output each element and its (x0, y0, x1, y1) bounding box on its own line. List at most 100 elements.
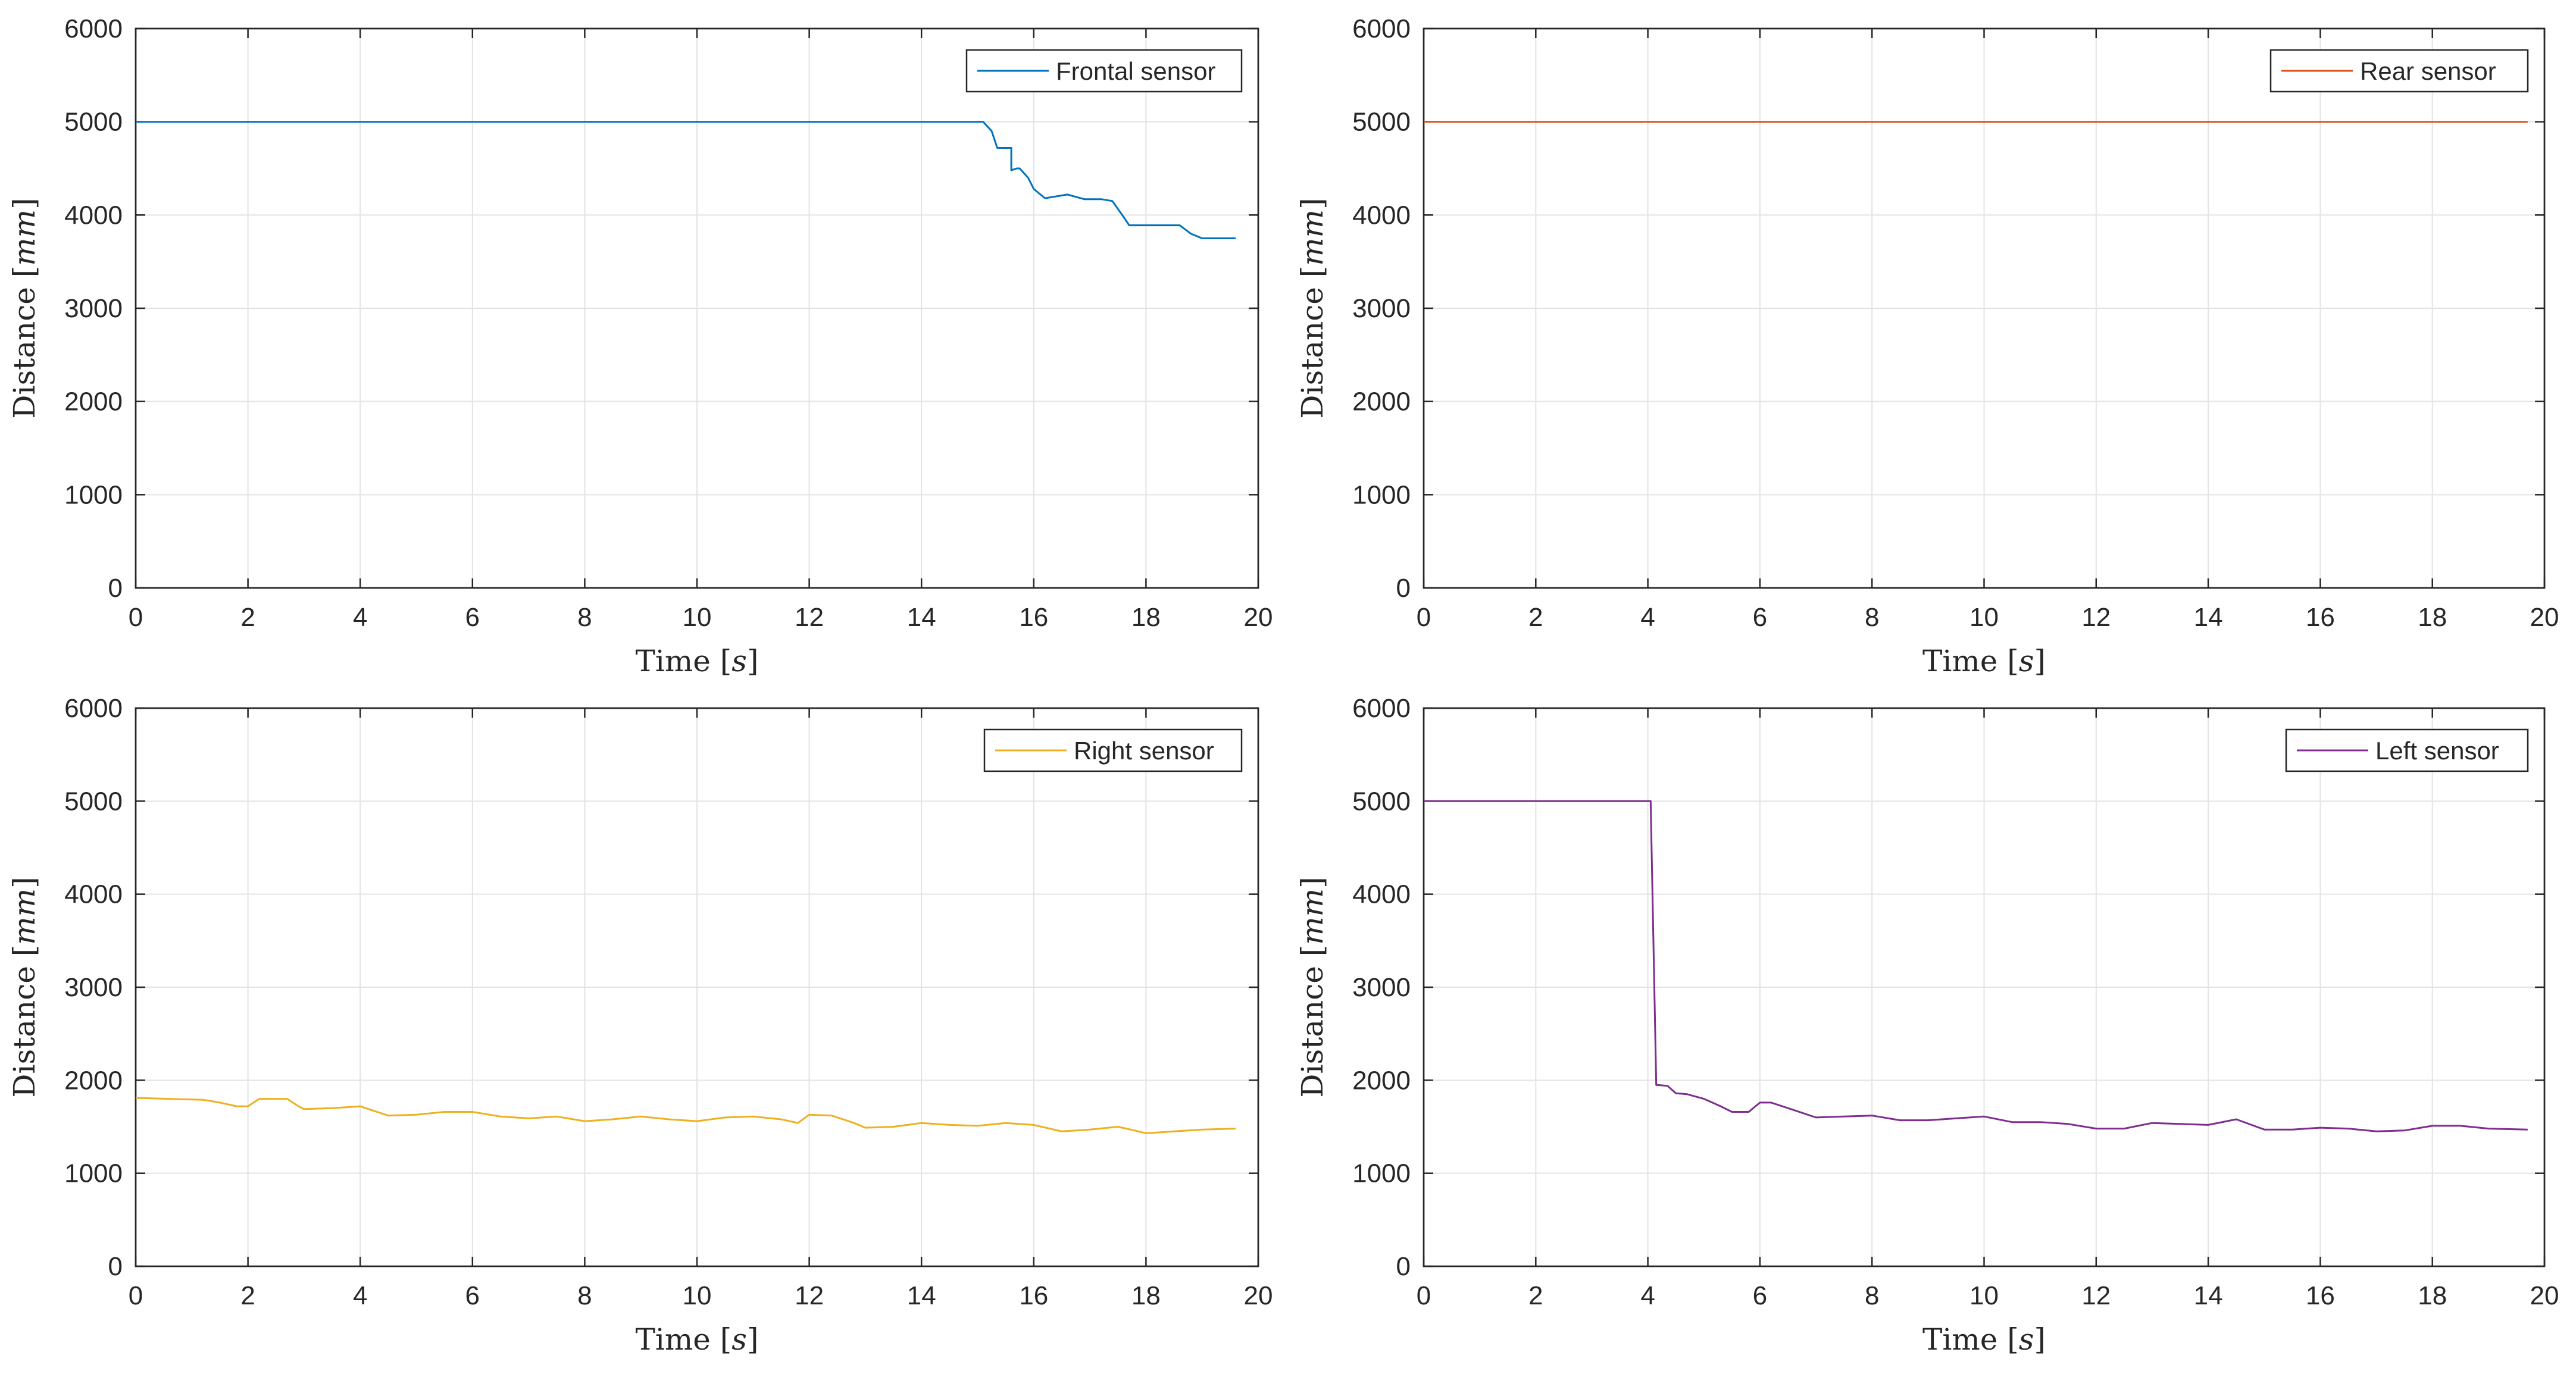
y-axis-unit: mm (1295, 209, 1330, 266)
x-axis-title: Time [s] (636, 1322, 759, 1357)
y-axis-unit: mm (7, 209, 42, 266)
x-tick-label: 6 (1753, 603, 1767, 632)
x-tick-label: 0 (129, 1281, 143, 1310)
x-tick-label: 2 (240, 603, 255, 632)
x-tick-label: 10 (683, 1281, 712, 1310)
x-axis-title: Time [s] (1922, 644, 2046, 678)
series-line-left-sensor (1424, 800, 2528, 1132)
y-tick-label: 4000 (64, 880, 123, 909)
y-axis-label: Distance (1295, 966, 1330, 1097)
x-axis-title: Time [s] (636, 644, 759, 678)
x-tick-label: 2 (240, 1281, 255, 1310)
x-tick-label: 12 (795, 603, 824, 632)
x-tick-label: 4 (353, 1281, 367, 1310)
y-tick-label: 1000 (64, 1159, 123, 1188)
y-tick-label: 1000 (64, 480, 123, 509)
series-line-frontal-sensor (136, 121, 1236, 239)
y-tick-label: 2000 (1352, 1066, 1411, 1095)
y-axis-label: Distance (7, 287, 42, 418)
x-tick-label: 20 (1244, 1281, 1273, 1310)
y-tick-label: 5000 (1352, 108, 1411, 137)
x-tick-label: 20 (1244, 603, 1273, 632)
legend: Left sensor (2285, 728, 2529, 772)
x-tick-label: 14 (907, 603, 936, 632)
legend: Rear sensor (2269, 49, 2529, 93)
y-tick-label: 4000 (64, 201, 123, 230)
y-tick-label: 6000 (1352, 694, 1411, 723)
x-axis-unit: s (731, 1322, 747, 1357)
y-axis-title: Distance [mm] (7, 877, 42, 1097)
y-tick-label: 4000 (1352, 880, 1411, 909)
y-tick-label: 5000 (64, 787, 123, 816)
y-tick-label: 2000 (64, 1066, 123, 1095)
x-tick-label: 4 (1640, 603, 1655, 632)
chart-panel-3: 0 2 4 6 8 10 12 14 16 18 20 0 1000 2000 3000 4000 5000 60… (7, 694, 1273, 1357)
legend-label: Rear sensor (2360, 57, 2496, 85)
x-axis-unit: s (731, 644, 747, 678)
chart-panel-2: 0 2 4 6 8 10 12 14 16 18 20 0 1000 2000 3000 4000 5000 60… (1295, 14, 2559, 678)
x-tick-label: 20 (2530, 1281, 2559, 1310)
y-tick-label: 5000 (1352, 787, 1411, 816)
legend-label: Right sensor (1074, 737, 1214, 765)
x-tick-label: 18 (1131, 1281, 1161, 1310)
y-axis-title: Distance [mm] (7, 198, 42, 418)
x-tick-label: 18 (2418, 603, 2447, 632)
y-axis-title: Distance [mm] (1295, 198, 1330, 418)
y-axis-label: Distance (7, 966, 42, 1097)
y-tick-label: 5000 (64, 108, 123, 137)
y-tick-label: 0 (108, 1252, 123, 1281)
x-axis-label: Time (1922, 644, 1997, 678)
y-tick-label: 3000 (1352, 294, 1411, 323)
x-tick-label: 10 (1969, 603, 1999, 632)
x-tick-label: 14 (2194, 603, 2223, 632)
y-tick-label: 2000 (1352, 387, 1411, 417)
x-tick-label: 14 (2194, 1281, 2223, 1310)
x-tick-label: 6 (465, 603, 480, 632)
y-tick-label: 3000 (1352, 973, 1411, 1002)
x-tick-label: 8 (577, 603, 592, 632)
x-axis-label: Time (636, 1322, 711, 1357)
x-tick-label: 14 (907, 1281, 936, 1310)
y-tick-label: 1000 (1352, 1159, 1411, 1188)
x-tick-label: 16 (2306, 1281, 2335, 1310)
y-axis-unit: mm (7, 888, 42, 945)
chart-panel-4: 0 2 4 6 8 10 12 14 16 18 20 0 1000 2000 3000 4000 5000 60… (1295, 694, 2559, 1357)
x-axis-label: Time (636, 644, 711, 678)
x-axis-unit: s (2019, 1322, 2034, 1357)
x-tick-label: 4 (353, 603, 367, 632)
y-axis-title: Distance [mm] (1295, 877, 1330, 1097)
x-axis-label: Time (1922, 1322, 1997, 1357)
x-axis-unit: s (2019, 644, 2034, 678)
legend: Right sensor (983, 728, 1243, 772)
x-tick-label: 16 (1019, 603, 1048, 632)
legend-label: Frontal sensor (1056, 57, 1215, 85)
x-tick-label: 12 (2081, 603, 2111, 632)
y-tick-label: 0 (108, 574, 123, 603)
x-tick-label: 4 (1640, 1281, 1655, 1310)
x-tick-label: 6 (465, 1281, 480, 1310)
x-tick-label: 18 (1131, 603, 1161, 632)
x-tick-label: 8 (577, 1281, 592, 1310)
x-tick-label: 0 (1417, 603, 1431, 632)
y-tick-label: 2000 (64, 387, 123, 417)
y-tick-label: 6000 (1352, 14, 1411, 43)
x-tick-label: 8 (1865, 603, 1879, 632)
y-tick-label: 4000 (1352, 201, 1411, 230)
x-tick-label: 12 (2081, 1281, 2111, 1310)
x-tick-label: 20 (2530, 603, 2559, 632)
y-tick-label: 6000 (64, 694, 123, 723)
legend: Frontal sensor (965, 49, 1243, 93)
x-tick-label: 2 (1528, 1281, 1543, 1310)
x-tick-label: 18 (2418, 1281, 2447, 1310)
y-axis-label: Distance (1295, 287, 1330, 418)
x-tick-label: 16 (2306, 603, 2335, 632)
y-tick-label: 3000 (64, 973, 123, 1002)
x-tick-label: 6 (1753, 1281, 1767, 1310)
x-tick-label: 0 (1417, 1281, 1431, 1310)
x-tick-label: 10 (1969, 1281, 1999, 1310)
x-tick-label: 2 (1528, 603, 1543, 632)
x-axis-title: Time [s] (1922, 1322, 2046, 1357)
series-line-right-sensor (135, 1097, 1236, 1134)
x-tick-label: 12 (795, 1281, 824, 1310)
